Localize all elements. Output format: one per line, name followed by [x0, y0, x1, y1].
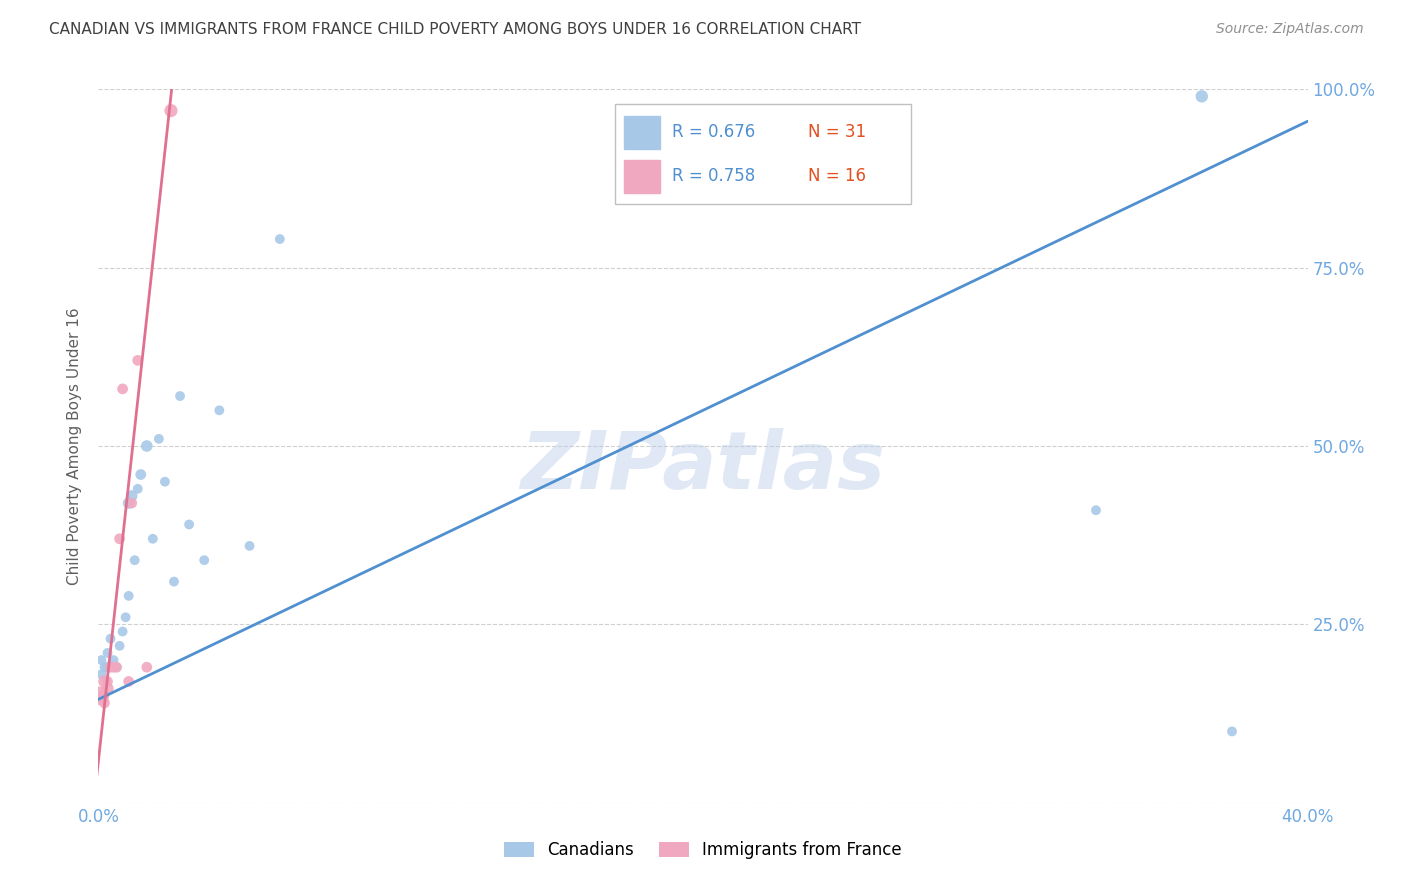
Text: ZIPatlas: ZIPatlas — [520, 428, 886, 507]
Point — [108, 532, 131, 546]
Point — [121, 489, 143, 503]
Point — [153, 475, 176, 489]
Point — [103, 660, 125, 674]
Point — [108, 639, 131, 653]
Point — [121, 496, 143, 510]
Text: N = 31: N = 31 — [808, 123, 866, 141]
Point — [100, 660, 122, 674]
Point — [193, 553, 215, 567]
Point — [239, 539, 262, 553]
Text: CANADIAN VS IMMIGRANTS FROM FRANCE CHILD POVERTY AMONG BOYS UNDER 16 CORRELATION: CANADIAN VS IMMIGRANTS FROM FRANCE CHILD… — [49, 22, 862, 37]
Point — [127, 482, 149, 496]
Point — [93, 660, 115, 674]
Point — [89, 689, 111, 703]
Point — [105, 660, 128, 674]
Text: R = 0.758: R = 0.758 — [672, 168, 755, 186]
Bar — [624, 116, 659, 149]
FancyBboxPatch shape — [614, 103, 911, 204]
Point — [105, 660, 128, 674]
Point — [124, 553, 146, 567]
Point — [90, 689, 112, 703]
Y-axis label: Child Poverty Among Boys Under 16: Child Poverty Among Boys Under 16 — [67, 307, 83, 585]
Point — [118, 674, 141, 689]
Point — [103, 653, 125, 667]
Point — [169, 389, 191, 403]
Point — [269, 232, 291, 246]
Text: N = 16: N = 16 — [808, 168, 866, 186]
Point — [148, 432, 170, 446]
Point — [127, 353, 149, 368]
Point — [1191, 89, 1213, 103]
Point — [90, 667, 112, 681]
Point — [96, 660, 118, 674]
Point — [163, 574, 186, 589]
Point — [118, 589, 141, 603]
Point — [93, 696, 115, 710]
Point — [96, 681, 118, 696]
Point — [135, 660, 157, 674]
Point — [90, 653, 112, 667]
Point — [142, 532, 165, 546]
Point — [111, 624, 134, 639]
Point — [160, 103, 183, 118]
Point — [118, 496, 141, 510]
Bar — [624, 160, 659, 193]
Legend: Canadians, Immigrants from France: Canadians, Immigrants from France — [498, 835, 908, 866]
Point — [179, 517, 201, 532]
Point — [93, 674, 115, 689]
Point — [1220, 724, 1243, 739]
Point — [1085, 503, 1108, 517]
Point — [208, 403, 231, 417]
Point — [111, 382, 134, 396]
Point — [135, 439, 157, 453]
Point — [96, 646, 118, 660]
Text: R = 0.676: R = 0.676 — [672, 123, 755, 141]
Point — [96, 674, 118, 689]
Point — [100, 632, 122, 646]
Point — [114, 610, 136, 624]
Point — [129, 467, 152, 482]
Text: Source: ZipAtlas.com: Source: ZipAtlas.com — [1216, 22, 1364, 37]
